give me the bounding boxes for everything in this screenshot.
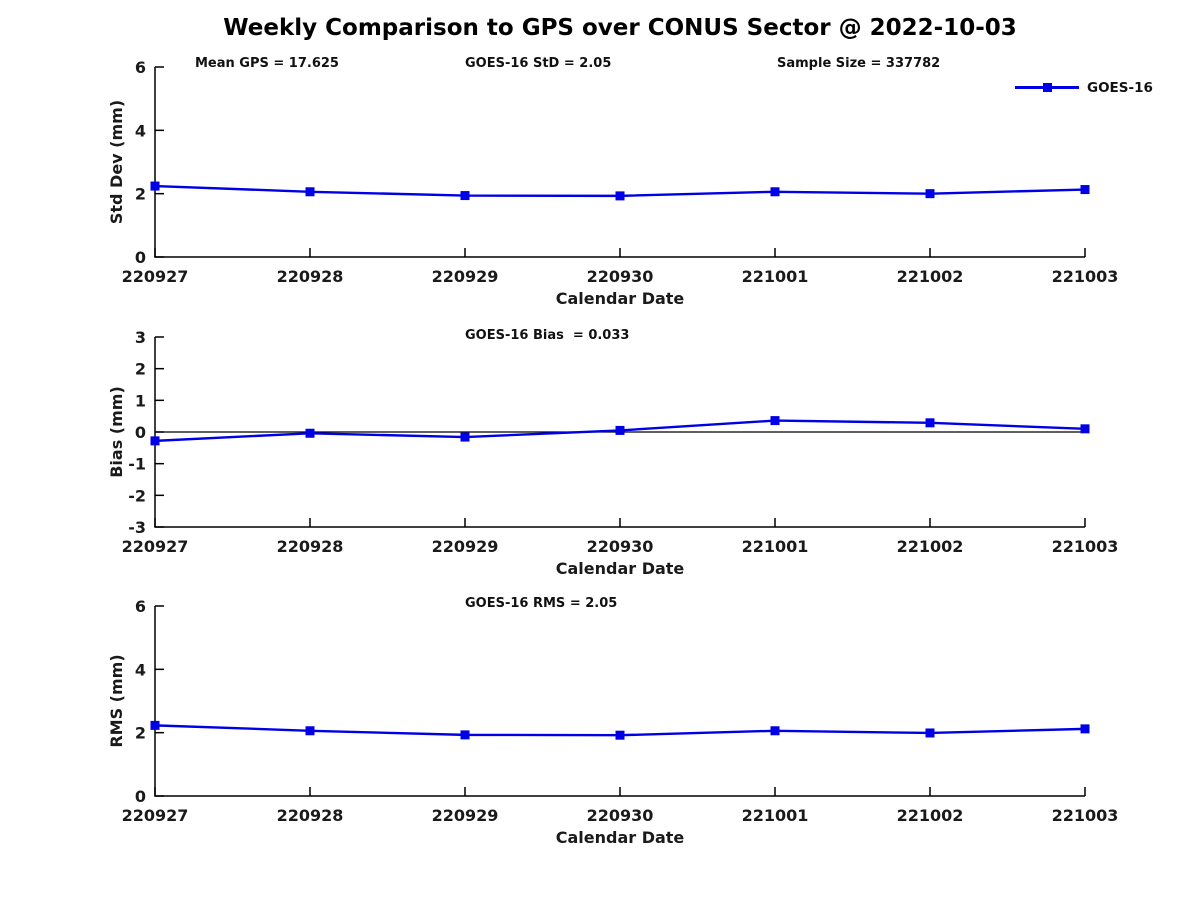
data-point-marker xyxy=(150,720,160,730)
x-tick-label: 220927 xyxy=(122,806,189,825)
bias-chart: -3 -2 -1 0 1 2 3 220927 220928 220929 220930 221001… xyxy=(107,328,1118,578)
x-tick-label: 220928 xyxy=(277,537,344,556)
x-axis-title: Calendar Date xyxy=(556,559,685,578)
x-axis-title: Calendar Date xyxy=(556,828,685,847)
y-axis-title: RMS (mm) xyxy=(107,654,126,747)
x-tick-label: 220927 xyxy=(122,537,189,556)
x-axis-title: Calendar Date xyxy=(556,289,685,308)
data-point-marker xyxy=(305,187,315,197)
data-point-marker xyxy=(150,436,160,446)
data-point-marker xyxy=(615,425,625,435)
data-point-marker xyxy=(925,728,935,738)
y-tick-label: 1 xyxy=(135,391,146,410)
x-tick-label: 220928 xyxy=(277,267,344,286)
y-tick-label: 4 xyxy=(135,121,146,140)
data-point-marker xyxy=(305,428,315,438)
x-tick-label: 220929 xyxy=(432,537,499,556)
x-tick-label: 221002 xyxy=(897,806,964,825)
x-tick-label: 221002 xyxy=(897,537,964,556)
y-tick-label: 2 xyxy=(135,185,146,204)
data-point-marker xyxy=(460,191,470,201)
rms-chart: 0 2 4 6 220927 220928 220929 220930 221001 221002… xyxy=(107,597,1118,847)
y-tick-label: 0 xyxy=(135,787,146,806)
x-tick-label: 221001 xyxy=(742,537,809,556)
y-axis-title: Bias (mm) xyxy=(107,386,126,478)
annotation-goes16-bias: GOES-16 Bias = 0.033 xyxy=(465,328,630,343)
y-tick-label: -1 xyxy=(128,455,146,474)
x-tick-label: 220930 xyxy=(587,267,654,286)
x-tick-label: 220929 xyxy=(432,806,499,825)
data-point-marker xyxy=(925,189,935,199)
legend-line-sample-icon xyxy=(1015,83,1079,92)
x-tick-label: 220927 xyxy=(122,267,189,286)
x-tick-label: 221001 xyxy=(742,267,809,286)
data-point-marker xyxy=(1080,724,1090,734)
x-tick-label: 220930 xyxy=(587,537,654,556)
y-tick-label: 2 xyxy=(135,724,146,743)
legend-label: GOES-16 xyxy=(1087,79,1153,96)
y-tick-label: 6 xyxy=(135,58,146,77)
y-tick-label: -2 xyxy=(128,486,146,505)
legend: GOES-16 xyxy=(1015,79,1153,96)
x-tick-label: 221001 xyxy=(742,806,809,825)
x-tick-label: 221003 xyxy=(1052,537,1119,556)
legend-square-marker-icon xyxy=(1043,83,1052,92)
data-point-marker xyxy=(770,416,780,426)
annotation-sample-size: Sample Size = 337782 xyxy=(777,56,941,71)
annotation-goes16-std: GOES-16 StD = 2.05 xyxy=(465,56,612,71)
annotation-goes16-rms: GOES-16 RMS = 2.05 xyxy=(465,596,618,611)
data-point-marker xyxy=(150,181,160,191)
y-tick-label: 0 xyxy=(135,423,146,442)
data-point-marker xyxy=(615,191,625,201)
y-tick-label: 4 xyxy=(135,660,146,679)
figure-title: Weekly Comparison to GPS over CONUS Sect… xyxy=(223,15,1017,41)
y-tick-label: 3 xyxy=(135,328,146,347)
y-tick-label: 0 xyxy=(135,248,146,267)
x-tick-label: 221003 xyxy=(1052,806,1119,825)
data-point-marker xyxy=(460,730,470,740)
data-point-marker xyxy=(460,432,470,442)
x-tick-label: 220928 xyxy=(277,806,344,825)
x-tick-label: 220930 xyxy=(587,806,654,825)
data-point-marker xyxy=(615,730,625,740)
x-tick-label: 221002 xyxy=(897,267,964,286)
data-point-marker xyxy=(925,418,935,428)
y-axis-title: Std Dev (mm) xyxy=(107,100,126,224)
data-point-marker xyxy=(770,187,780,197)
x-tick-label: 220929 xyxy=(432,267,499,286)
y-tick-label: 2 xyxy=(135,360,146,379)
data-point-marker xyxy=(305,726,315,736)
y-tick-label: -3 xyxy=(128,518,146,537)
std-dev-chart: 0 2 4 6 220927 220928 220929 220930 221001 221002… xyxy=(107,58,1118,308)
data-point-marker xyxy=(770,726,780,736)
data-point-marker xyxy=(1080,185,1090,195)
y-tick-label: 6 xyxy=(135,597,146,616)
data-point-marker xyxy=(1080,424,1090,434)
annotation-mean-gps: Mean GPS = 17.625 xyxy=(195,56,339,71)
x-tick-label: 221003 xyxy=(1052,267,1119,286)
